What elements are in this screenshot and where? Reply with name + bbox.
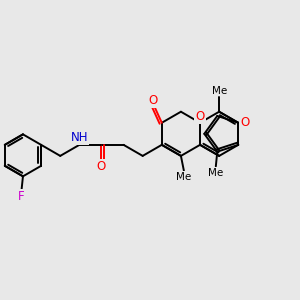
Text: O: O [195, 110, 205, 123]
Text: O: O [148, 94, 158, 106]
Text: O: O [97, 160, 106, 173]
Text: Me: Me [176, 172, 191, 182]
Text: F: F [18, 190, 25, 203]
Text: O: O [240, 116, 249, 129]
Text: Me: Me [212, 85, 227, 95]
Text: NH: NH [70, 131, 88, 144]
Text: Me: Me [208, 168, 224, 178]
